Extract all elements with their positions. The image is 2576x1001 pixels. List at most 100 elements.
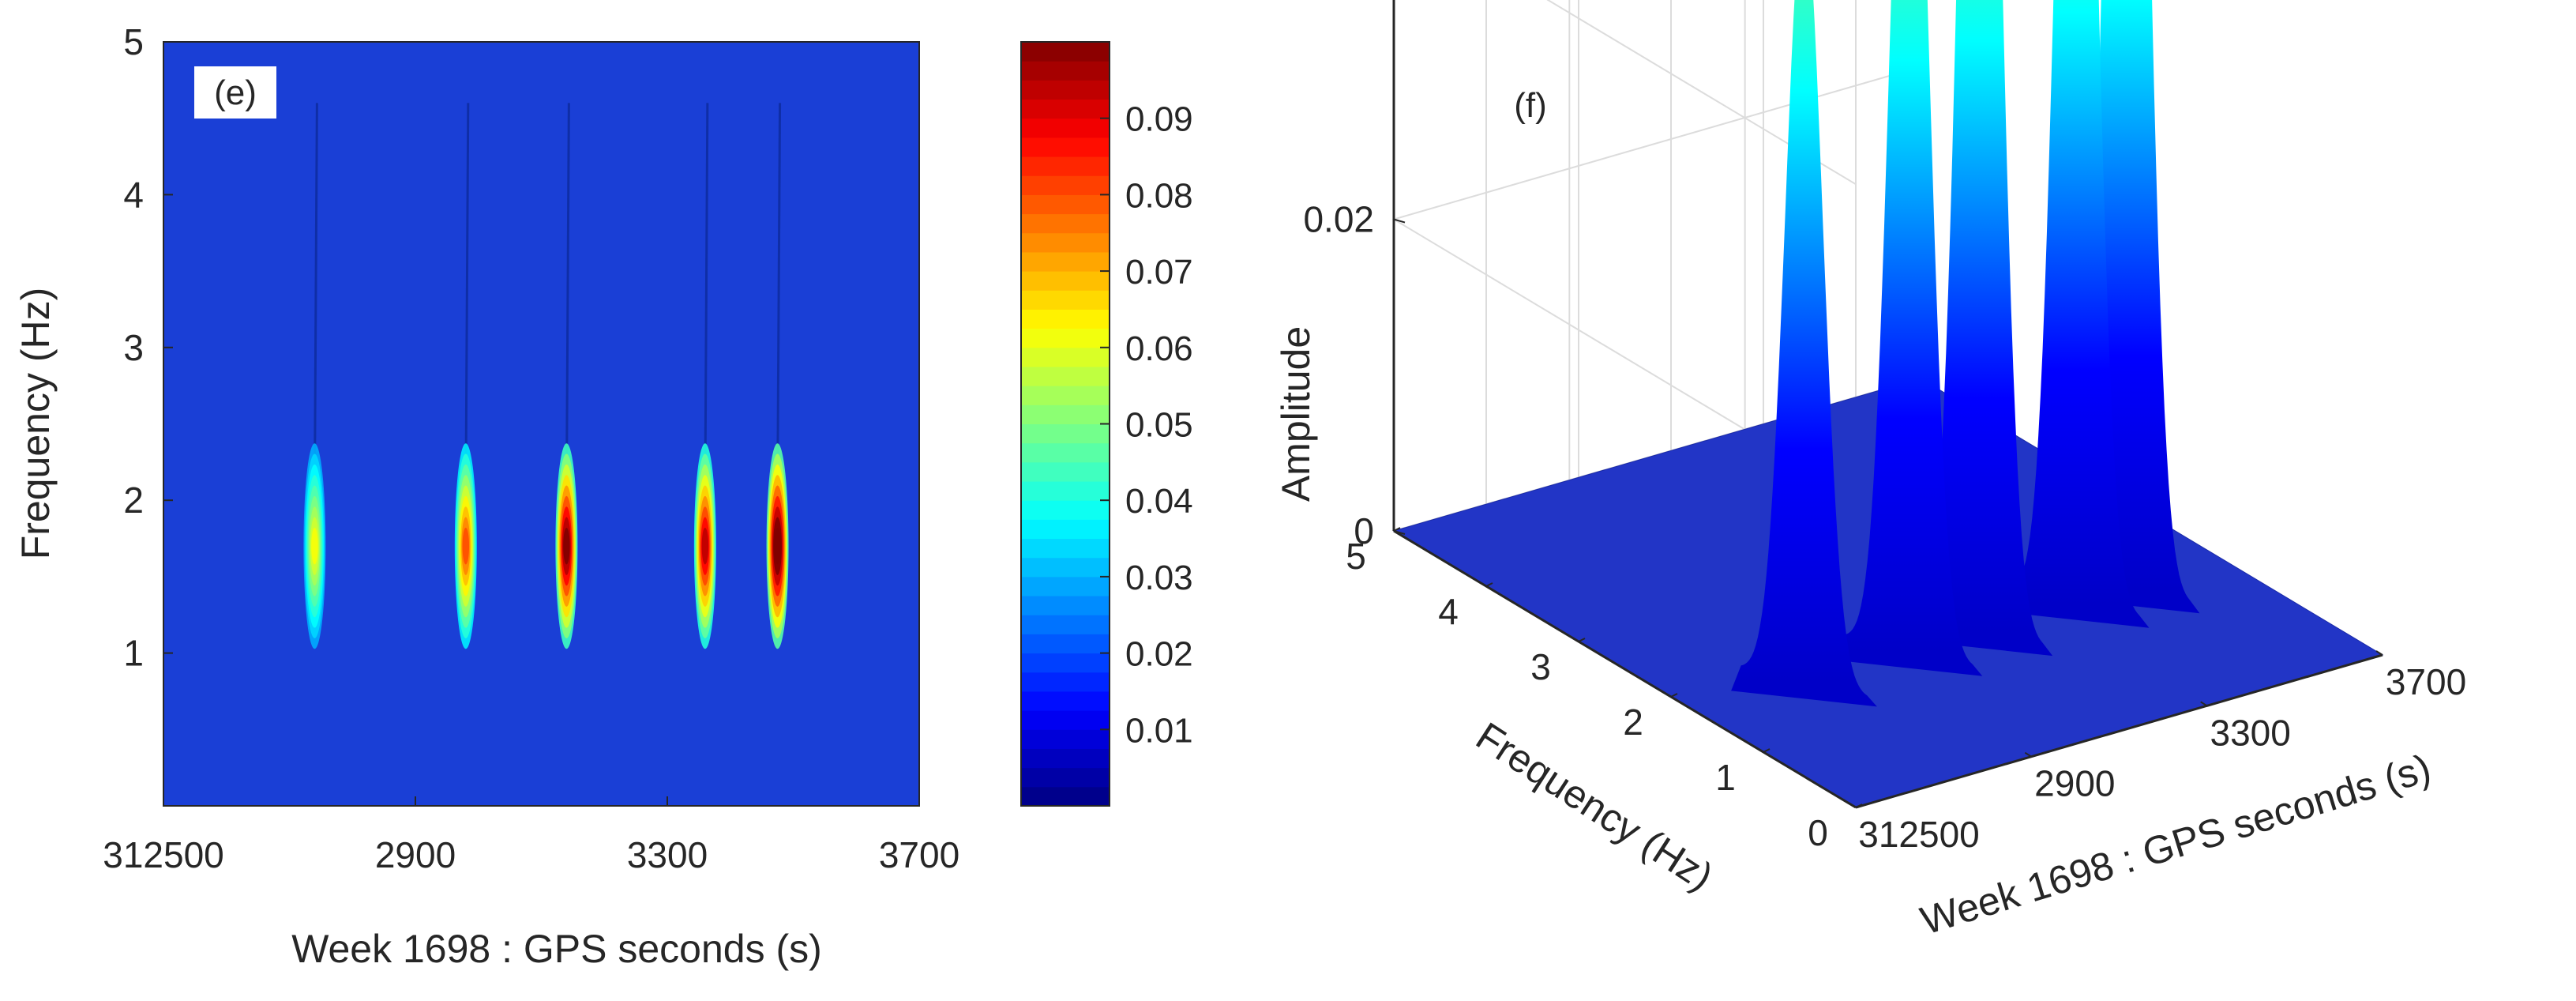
panel-e: 312500 2900 3300 3700 1 2 3 4 5 (e) Week 1698 :… xyxy=(13,21,959,971)
colorbar-band xyxy=(1021,194,1110,215)
panel-f-frequency-tick-mark xyxy=(1393,527,1401,532)
panel-e-axes-box xyxy=(163,41,920,807)
panel-f-gridline xyxy=(1546,0,1857,186)
panel-f-time-tick-mark xyxy=(2375,650,2383,656)
panel-f-peaks xyxy=(1731,0,2200,707)
panel-f-time-tick-label: 312500 xyxy=(1858,814,1980,855)
panel-e-label: (e) xyxy=(214,73,257,112)
panel-f-frequency-tick-mark xyxy=(1763,748,1771,753)
colorbar-tick-label: 0.06 xyxy=(1125,329,1193,368)
colorbar-band xyxy=(1021,423,1110,444)
colorbar-band xyxy=(1021,519,1110,540)
colorbar-band xyxy=(1021,615,1110,634)
colorbar-band xyxy=(1021,442,1110,463)
colorbar-band xyxy=(1021,538,1110,559)
colorbar-ticks: 0.01 0.02 0.03 0.04 0.05 0.06 0.07 0.08 0.09 xyxy=(1100,100,1193,750)
colorbar-band xyxy=(1021,386,1110,405)
panel-e-x-ticks: 312500 2900 3300 3700 xyxy=(103,796,959,875)
panel-e-peak-2 xyxy=(454,103,477,649)
colorbar-band xyxy=(1021,328,1110,348)
panel-e-x-tick-label: 312500 xyxy=(103,834,224,875)
panel-e-y-ticks: 1 2 3 4 5 xyxy=(123,21,173,674)
colorbar-band xyxy=(1021,786,1110,807)
colorbar-band xyxy=(1021,461,1110,482)
panel-f-frequency-tick-label: 0 xyxy=(1808,812,1828,853)
panel-e-peak-3 xyxy=(555,103,578,649)
panel-f-z-tick-label: 0.02 xyxy=(1303,199,1374,240)
colorbar-band xyxy=(1021,405,1110,424)
colorbar-band xyxy=(1021,691,1110,711)
colorbar-band xyxy=(1021,213,1110,234)
colorbar-band xyxy=(1021,653,1110,673)
panel-f-z-tick-label: 0 xyxy=(1354,510,1374,551)
colorbar-band xyxy=(1021,232,1110,253)
panel-f-peak-2 xyxy=(1836,0,1983,676)
colorbar-band xyxy=(1021,576,1110,596)
colorbar-band xyxy=(1021,251,1110,272)
panel-f-time-axis-line xyxy=(1855,653,2383,809)
panel-e-y-tick-label: 5 xyxy=(123,21,144,62)
colorbar-band xyxy=(1021,729,1110,749)
panel-e-x-tick-label: 3300 xyxy=(627,834,708,875)
colorbar-band xyxy=(1021,347,1110,367)
panel-e-x-tick-label: 3700 xyxy=(879,834,959,875)
colorbar-band xyxy=(1021,309,1110,329)
panel-f-peak-1 xyxy=(1731,0,1877,707)
panel-e-x-axis-label: Week 1698 : GPS seconds (s) xyxy=(291,927,822,971)
panel-f-time-tick-label: 3700 xyxy=(2386,661,2466,702)
colorbar-band xyxy=(1021,118,1110,138)
colorbar-band xyxy=(1021,710,1110,730)
panel-f-axes xyxy=(1392,0,2383,809)
panel-f-peak-4 xyxy=(2003,0,2150,628)
colorbar: 0.01 0.02 0.03 0.04 0.05 0.06 0.07 0.08 0.09 xyxy=(1020,41,1193,807)
panel-f-frequency-tick-label: 3 xyxy=(1530,646,1551,687)
panel-f-frequency-tick-label: 4 xyxy=(1438,591,1459,632)
colorbar-band xyxy=(1021,99,1110,119)
colorbar-band xyxy=(1021,672,1110,692)
panel-f-frequency-tick-label: 1 xyxy=(1715,757,1736,798)
colorbar-band xyxy=(1021,748,1110,769)
panel-e-y-tick-label: 2 xyxy=(123,480,144,521)
colorbar-band xyxy=(1021,596,1110,615)
colorbar-tick-label: 0.04 xyxy=(1125,482,1193,521)
panel-e-peak-5 xyxy=(766,103,789,649)
panel-e-energy-spots xyxy=(303,103,789,649)
colorbar-band xyxy=(1021,557,1110,578)
colorbar-band xyxy=(1021,271,1110,291)
panel-f-frequency-tick-label: 2 xyxy=(1623,702,1643,743)
colorbar-tick-label: 0.05 xyxy=(1125,406,1193,445)
panel-e-label-box xyxy=(194,66,276,119)
panel-f-z-axis-label: Amplitude xyxy=(1274,326,1318,502)
panel-f-x-axis-label: Week 1698 : GPS seconds (s) xyxy=(1916,746,2436,943)
colorbar-tick-label: 0.03 xyxy=(1125,559,1193,597)
colorbar-band xyxy=(1021,137,1110,157)
panel-f-frequency-tick-mark xyxy=(1485,582,1493,587)
colorbar-band xyxy=(1021,156,1110,176)
colorbar-tick-label: 0.01 xyxy=(1125,711,1193,750)
panel-f: 00.020.040.060.0801234531250029003300370… xyxy=(1274,0,2466,943)
colorbar-band xyxy=(1021,61,1110,81)
panel-e-peak-4 xyxy=(693,103,716,649)
panel-f-frequency-axis-line xyxy=(1393,529,1857,809)
panel-f-frequency-tick-mark xyxy=(1578,638,1586,642)
colorbar-band xyxy=(1021,80,1110,100)
colorbar-band xyxy=(1021,290,1110,310)
panel-e-plot-background xyxy=(163,42,919,806)
panel-f-ticks: 00.020.040.060.0801234531250029003300370… xyxy=(1303,199,2466,855)
panel-f-z-tick-mark xyxy=(1393,218,1406,224)
colorbar-bands xyxy=(1021,42,1110,807)
panel-f-time-tick-mark xyxy=(2024,751,2032,758)
colorbar-band xyxy=(1021,634,1110,654)
colorbar-tick-label: 0.08 xyxy=(1125,176,1193,215)
colorbar-band xyxy=(1021,500,1110,520)
panel-f-time-tick-label: 2900 xyxy=(2034,763,2115,804)
colorbar-band xyxy=(1021,481,1110,501)
panel-f-z-tick-mark xyxy=(1393,530,1406,535)
panel-e-y-tick-label: 1 xyxy=(123,633,144,674)
panel-f-frequency-tick-mark xyxy=(1670,693,1678,698)
panel-e-x-tick-label: 2900 xyxy=(375,834,456,875)
colorbar-band xyxy=(1021,42,1110,62)
panel-f-label: (f) xyxy=(1514,86,1547,125)
panel-e-y-tick-label: 3 xyxy=(123,327,144,368)
